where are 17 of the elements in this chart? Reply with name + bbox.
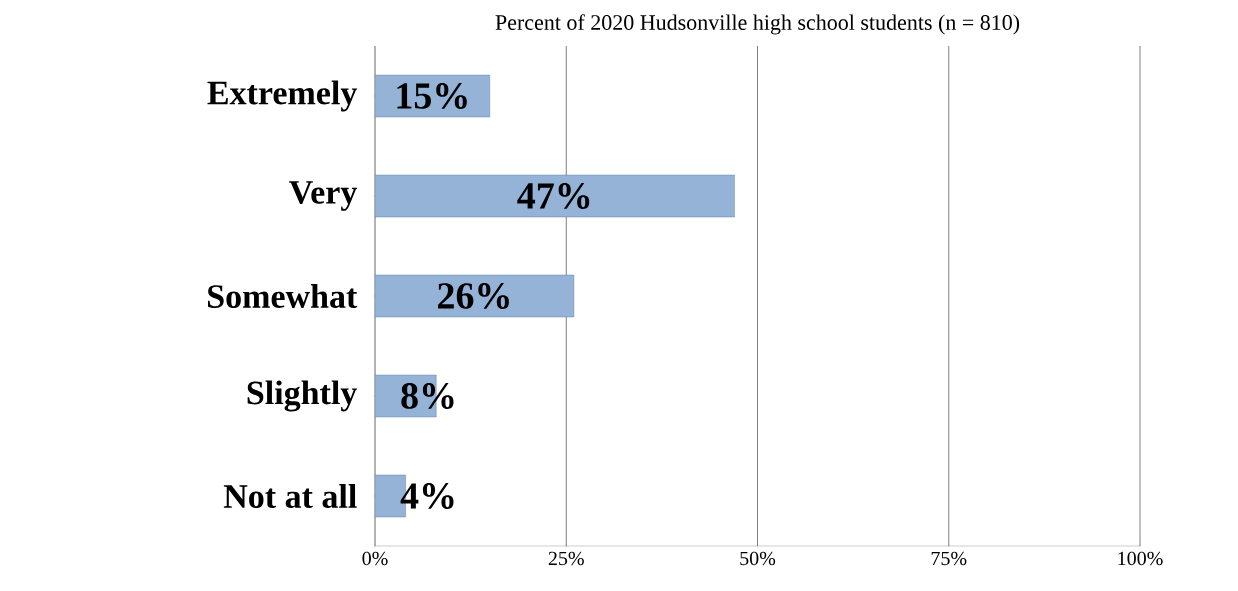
chart-title: Percent of 2020 Hudsonville high school students (n = 810) [495,14,1020,35]
x-tick-label: 75% [931,551,967,566]
x-tick-label: 50% [740,551,776,566]
x-tick-label: 25% [548,551,584,566]
data-label: 15% [397,83,467,109]
data-label: 8% [401,383,454,409]
y-tick-label: Somewhat [208,284,358,308]
data-label: 47% [517,183,590,209]
y-tick-label: Very [289,181,358,211]
x-tick-label: 0% [362,551,388,566]
data-label: 26% [438,283,509,309]
data-label: 4% [400,483,454,509]
y-tick-label: Extremely [207,80,358,112]
y-tick-label: Slightly [247,380,358,412]
x-tick-label: 100% [1118,551,1163,566]
y-tick-label: Not at all [223,484,357,508]
bar [375,174,735,218]
